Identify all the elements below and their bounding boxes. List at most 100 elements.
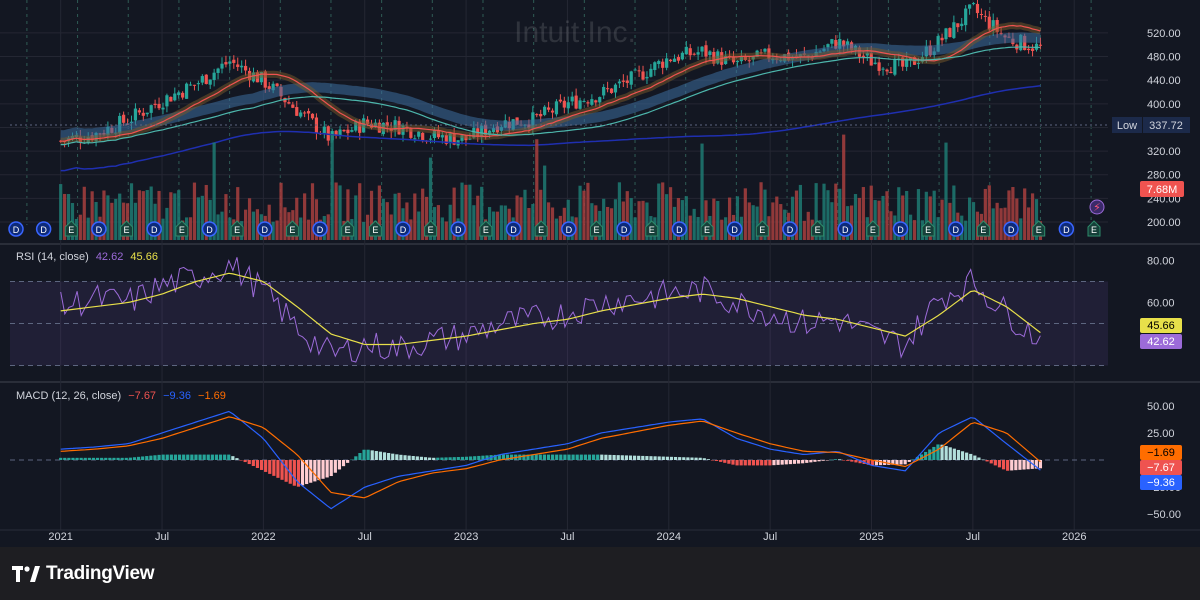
candle-body [173, 93, 177, 101]
macd-histogram-bar [706, 459, 710, 460]
volume-bar [381, 198, 385, 240]
candle-body [417, 131, 421, 137]
volume-bar [326, 214, 330, 240]
event-badge-letter: E [428, 225, 434, 235]
candle-body [672, 58, 677, 62]
footer-bar: TradingView [0, 547, 1200, 600]
volume-bar [299, 217, 303, 240]
x-axis-tick-label: Jul [155, 531, 169, 543]
candle-body [287, 102, 291, 104]
volume-bar [334, 182, 338, 240]
candle-body [956, 23, 960, 28]
rsi-value: 42.62 [95, 251, 124, 263]
earnings-badge [645, 220, 659, 237]
volume-bar [1019, 218, 1023, 240]
volume-bar [999, 208, 1003, 240]
event-badge-letter: E [1091, 225, 1097, 235]
event-badge-letter: E [925, 225, 931, 235]
macd-histogram-bar [497, 454, 501, 460]
macd-histogram-bar [534, 454, 538, 460]
volume-bar [995, 202, 999, 240]
macd-histogram-bar [866, 460, 870, 465]
tradingview-logo[interactable]: TradingView [12, 563, 155, 585]
macd-histogram-bar [604, 454, 608, 460]
volume-bar [661, 182, 665, 240]
macd-histogram-bar [255, 460, 260, 468]
candle-body [617, 81, 622, 84]
y-axis-tick-label: 320.00 [1147, 146, 1181, 158]
candle-body [873, 62, 877, 65]
dividend-badge [726, 221, 743, 237]
volume-bar [468, 184, 472, 240]
event-badge-letter: D [96, 225, 103, 235]
event-badge-letter: D [787, 225, 794, 235]
earnings-badge [976, 220, 990, 237]
macd-histogram-bar [186, 454, 190, 460]
macd-histogram-bar [739, 460, 743, 466]
volume-bar [849, 205, 854, 240]
candle-body [133, 108, 138, 121]
candle-body [145, 112, 149, 115]
volume-bar [609, 208, 614, 240]
volume-bar [377, 185, 381, 240]
volume-bar [133, 202, 138, 240]
volume-bar [464, 184, 468, 240]
macd-histogram-bar [936, 444, 940, 460]
dividend-badge [1003, 221, 1019, 237]
macd-histogram-bar [965, 452, 969, 460]
macd-histogram-bar [591, 454, 596, 460]
candle-body [562, 100, 566, 108]
macd-histogram-bar [305, 460, 309, 485]
candle-body [645, 76, 649, 79]
macd-histogram-bar [362, 449, 366, 460]
macd-histogram-bar [571, 454, 575, 460]
macd-histogram-bar [801, 460, 805, 464]
macd-histogram-bar [1022, 460, 1026, 470]
candle-body [535, 114, 539, 116]
split-badge [1089, 199, 1105, 215]
earnings-badge [921, 220, 935, 237]
dividend-badge [948, 221, 964, 237]
earnings-badge [534, 220, 548, 237]
macd-histogram-bar [682, 457, 686, 460]
candle-body [901, 57, 905, 67]
chart-canvas[interactable]: 2021 Jul 2022 Jul 2023 Jul 2024 Jul 2025 Jul 2026 5… [0, 0, 1200, 547]
event-badge-letter: D [897, 225, 904, 235]
candle-body [295, 107, 299, 116]
candle-body [633, 69, 637, 71]
macd-histogram-bar [698, 457, 702, 460]
candle-body [613, 84, 618, 93]
volume-bar [63, 193, 67, 240]
macd-histogram-bar [161, 454, 165, 460]
event-badge-letter: D [731, 225, 738, 235]
volume-bar [66, 194, 71, 240]
macd-histogram-bar [878, 460, 883, 466]
macd-histogram-bar [370, 450, 374, 460]
macd-histogram-bar [325, 460, 329, 478]
rsi-line [60, 257, 1041, 363]
volume-bar [314, 199, 319, 240]
candle-body [665, 58, 669, 68]
volume-bar [452, 187, 456, 240]
dividend-badge [837, 221, 853, 237]
volume-bar [991, 208, 995, 240]
volume-bar [625, 191, 629, 240]
macd-histogram-bar [432, 457, 436, 460]
volume-bar [767, 216, 771, 240]
macd-histogram-bar [399, 454, 403, 460]
candle-body [885, 69, 889, 72]
macd-histogram-bar [190, 454, 194, 460]
volume-bar [1015, 198, 1019, 240]
macd-histogram-bar [419, 456, 424, 460]
candle-body [200, 76, 204, 83]
rsi-ma-line [60, 272, 1041, 346]
volume-bar [971, 202, 976, 240]
candle-body [881, 68, 885, 70]
candle-body [842, 40, 846, 47]
volume-bar [228, 217, 232, 240]
candle-body [952, 22, 956, 38]
candle-body [1034, 43, 1039, 50]
candle-body [550, 110, 555, 113]
volume-bar [558, 215, 562, 240]
event-badge-letter: D [455, 225, 462, 235]
